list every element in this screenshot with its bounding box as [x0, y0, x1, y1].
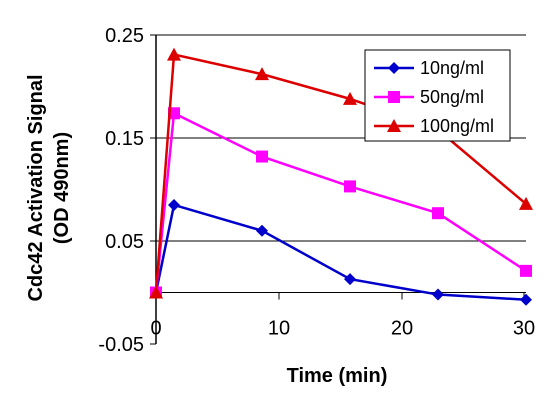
legend-marker-10ng/ml: [388, 62, 400, 74]
series-line-50ng/ml: [154, 111, 527, 293]
legend-label-10ng/ml: 10ng/ml: [420, 58, 484, 78]
series-line-10ng/ml: [154, 203, 527, 301]
data-point-10ng/ml-5: [520, 293, 532, 306]
legend-label-100ng/ml: 100ng/ml: [420, 116, 494, 136]
x-tick-label-0: 0: [150, 318, 161, 340]
data-point-10ng/ml-4: [432, 288, 444, 301]
data-point-100ng/ml-3: [343, 91, 357, 105]
data-point-50ng/ml-4: [432, 207, 444, 220]
legend-marker-100ng/ml: [387, 119, 401, 132]
series-10ng/ml: [150, 198, 532, 306]
y-tick-label-1: 0.15: [105, 128, 144, 150]
data-point-100ng/ml-0: [149, 285, 163, 299]
x-axis-title: Time (min): [287, 365, 388, 387]
data-point-10ng/ml-3: [344, 273, 356, 286]
y-tick-label-2: 0.05: [105, 231, 144, 253]
data-point-100ng/ml-1: [167, 47, 181, 61]
y-axis-title-line-2: (OD 490nm): [51, 132, 73, 244]
series-group: [149, 47, 533, 306]
y-axis-title-line-1: Cdc42 Activation Signal: [25, 74, 47, 301]
data-point-50ng/ml-3: [344, 180, 356, 193]
x-tick-label-3: 30: [513, 318, 535, 340]
data-point-100ng/ml-2: [255, 67, 269, 81]
legend-marker-50ng/ml: [388, 91, 400, 103]
axis-titles: Cdc42 Activation Signal (OD 490nm) Time …: [25, 74, 387, 387]
legend: 10ng/ml 50ng/ml 100ng/ml: [364, 49, 511, 142]
data-point-50ng/ml-2: [256, 150, 268, 163]
x-tick-label-1: 10: [268, 318, 290, 340]
x-tick-label-2: 20: [391, 318, 413, 340]
y-tick-label-0: 0.25: [105, 25, 144, 47]
data-point-10ng/ml-1: [168, 198, 180, 211]
tick-labels: 0.25 0.15 0.05 -0.05 0 10 20 30: [98, 25, 535, 356]
data-point-10ng/ml-2: [256, 224, 268, 237]
data-point-50ng/ml-5: [520, 264, 532, 277]
series-line-100ng/ml: [154, 53, 527, 293]
y-tick-label-3: -0.05: [98, 334, 144, 356]
data-point-100ng/ml-5: [519, 196, 533, 210]
legend-label-50ng/ml: 50ng/ml: [420, 87, 484, 107]
